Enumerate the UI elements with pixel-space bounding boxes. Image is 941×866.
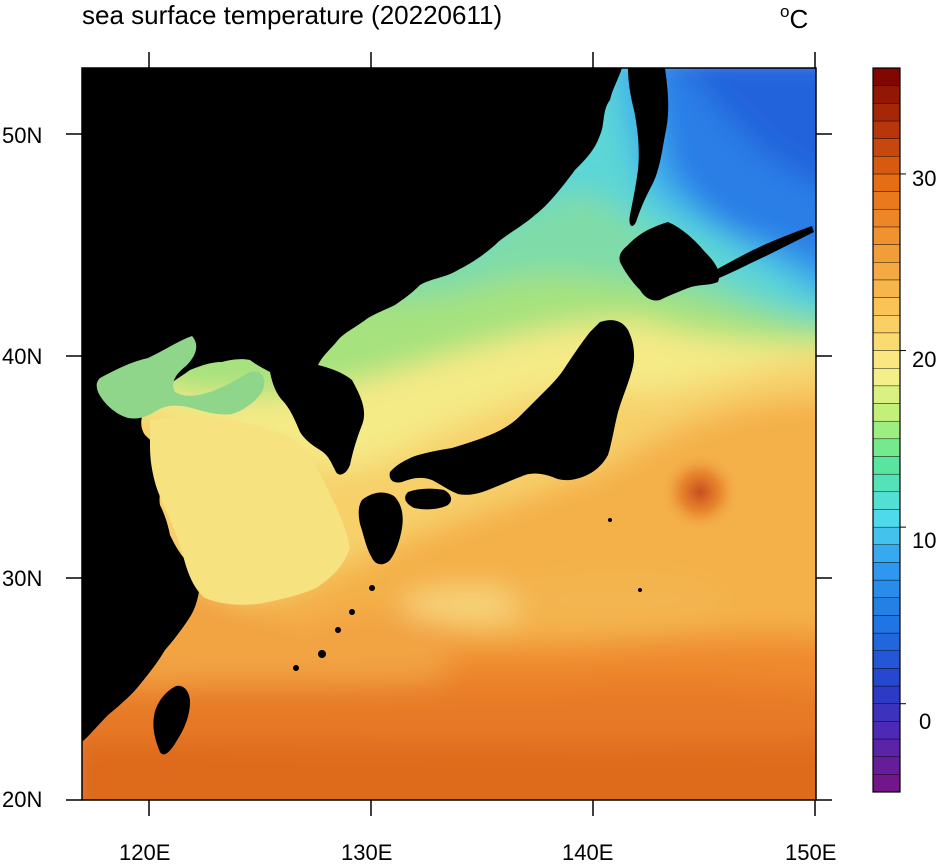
taiwan xyxy=(153,685,190,755)
degree-symbol: o xyxy=(780,2,790,21)
colorbar-box xyxy=(872,403,901,422)
kyushu xyxy=(358,492,403,565)
lat-tick-30n: 30N xyxy=(2,566,43,591)
inland-seas xyxy=(96,336,350,605)
colorbar-label-0: 0 xyxy=(919,709,932,734)
lat-tick-40n: 40N xyxy=(2,344,43,369)
colorbar-box xyxy=(872,103,901,122)
colorbar-box xyxy=(872,209,901,228)
colorbar-box xyxy=(872,544,901,563)
colorbar-box xyxy=(872,420,901,440)
colorbar-box xyxy=(872,756,901,775)
colorbar-box xyxy=(872,473,901,493)
colorbar-box xyxy=(872,173,901,192)
land-masses xyxy=(82,68,814,755)
colorbar-box xyxy=(872,615,901,634)
hokkaido xyxy=(619,222,720,301)
map-plot-area xyxy=(82,68,816,800)
colorbar-box xyxy=(872,332,901,351)
colorbar-box xyxy=(872,279,901,298)
colorbar-box xyxy=(872,597,901,616)
colorbar-box xyxy=(872,738,901,757)
colorbar-label-30: 30 xyxy=(912,166,937,191)
colorbar-box xyxy=(872,721,901,740)
map-ticks xyxy=(66,52,832,816)
lat-tick-20n: 20N xyxy=(2,787,43,812)
colorbar-box xyxy=(872,685,901,704)
colorbar-box xyxy=(872,668,901,687)
colorbar-box xyxy=(872,632,901,651)
honshu xyxy=(389,320,635,495)
yellow-sea xyxy=(150,416,350,605)
colorbar-box xyxy=(872,650,901,669)
colorbar-box xyxy=(872,703,901,722)
colorbar-box xyxy=(872,85,901,104)
colorbar-box xyxy=(872,138,901,157)
lat-tick-50n: 50N xyxy=(2,123,43,148)
colorbar-box xyxy=(872,120,901,139)
colorbar-box xyxy=(872,456,901,475)
colorbar-box xyxy=(872,67,901,86)
colorbar-box xyxy=(872,191,901,210)
colorbar-box xyxy=(872,562,901,581)
colorbar-box xyxy=(872,226,901,245)
colorbar-box xyxy=(872,244,901,263)
sakhalin xyxy=(628,68,669,226)
colorbar-box xyxy=(872,262,901,281)
colorbar xyxy=(872,67,906,793)
colorbar-box xyxy=(872,579,901,598)
colorbar-label-10: 10 xyxy=(912,528,937,553)
map-frame xyxy=(66,52,832,816)
units-letter: C xyxy=(789,4,809,34)
colorbar-box xyxy=(872,526,901,545)
colorbar-box xyxy=(872,774,901,793)
shikoku xyxy=(405,488,452,510)
colorbar-box xyxy=(872,491,901,510)
map-title: sea surface temperature (20220611) xyxy=(82,0,503,30)
colorbar-frame xyxy=(872,67,901,793)
colorbar-box xyxy=(872,156,901,175)
bohai-sea xyxy=(96,336,265,419)
warm-eddy xyxy=(660,452,740,532)
colorbar-box xyxy=(872,350,901,369)
colorbar-box xyxy=(872,438,901,457)
colorbar-box xyxy=(872,509,901,528)
colorbar-box xyxy=(872,315,901,334)
colorbar-label-20: 20 xyxy=(912,347,937,372)
units-label: oC xyxy=(780,2,808,35)
kuril-islands xyxy=(712,226,814,280)
colorbar-box xyxy=(872,367,901,387)
colorbar-box xyxy=(872,297,901,316)
colorbar-box xyxy=(872,385,901,404)
asian-mainland xyxy=(82,68,622,742)
